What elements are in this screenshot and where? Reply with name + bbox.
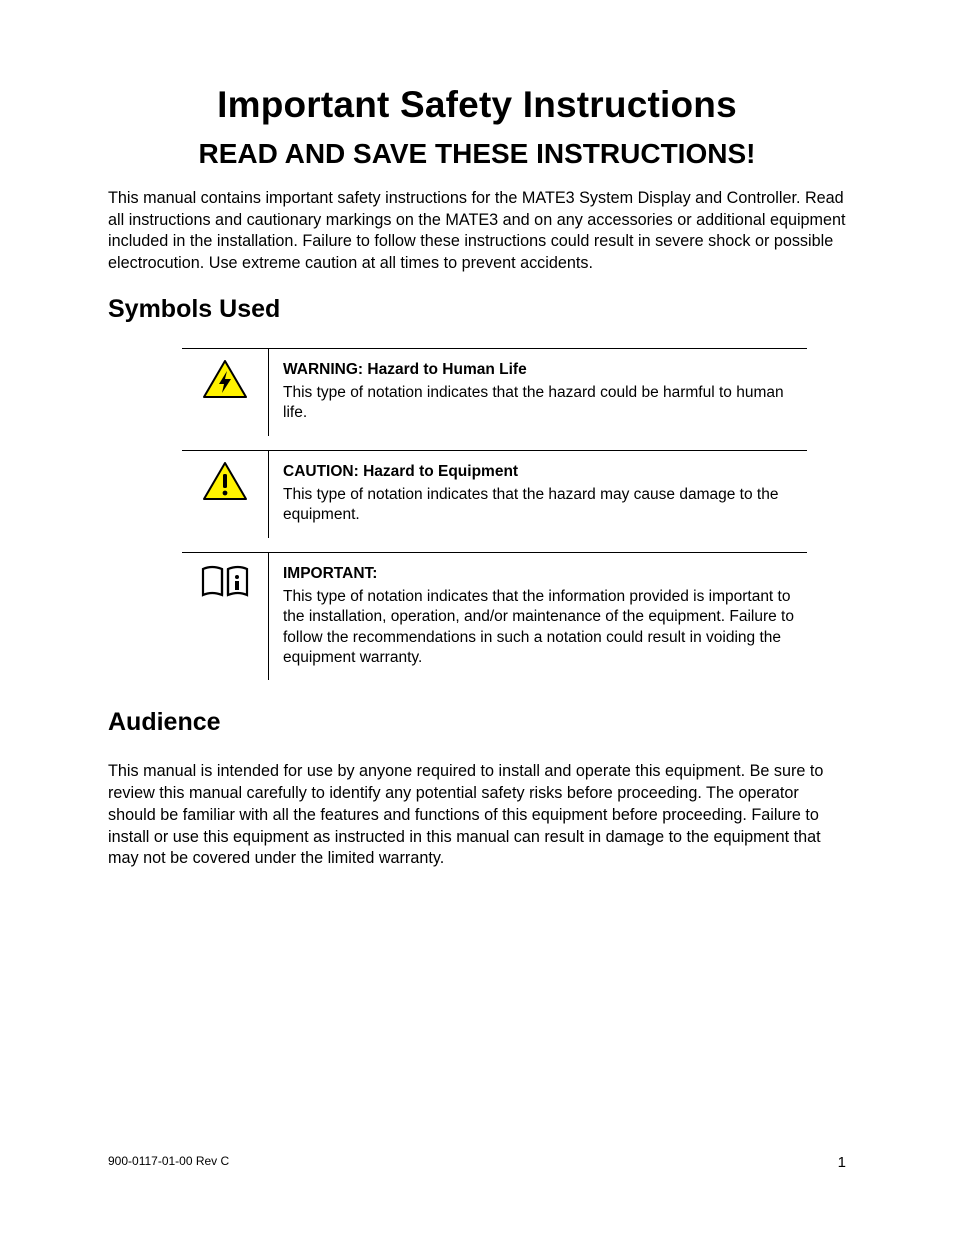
footer-doc-id: 900-0117-01-00 Rev C	[108, 1154, 229, 1171]
audience-paragraph: This manual is intended for use by anyon…	[108, 761, 846, 870]
caution-body: This type of notation indicates that the…	[283, 485, 801, 526]
warning-bolt-icon	[182, 349, 268, 436]
caution-text-cell: CAUTION: Hazard to Equipment This type o…	[268, 451, 807, 538]
caution-heading: CAUTION: Hazard to Equipment	[283, 463, 801, 481]
important-heading: IMPORTANT:	[283, 565, 801, 583]
warning-text-cell: WARNING: Hazard to Human Life This type …	[268, 349, 807, 436]
symbols-table: WARNING: Hazard to Human Life This type …	[182, 348, 807, 681]
warning-body: This type of notation indicates that the…	[283, 383, 801, 424]
symbol-row-caution: CAUTION: Hazard to Equipment This type o…	[182, 450, 807, 538]
page-subtitle: READ AND SAVE THESE INSTRUCTIONS!	[108, 138, 846, 170]
intro-paragraph: This manual contains important safety in…	[108, 188, 846, 275]
warning-heading: WARNING: Hazard to Human Life	[283, 361, 801, 379]
important-book-icon	[182, 553, 268, 681]
symbol-row-warning: WARNING: Hazard to Human Life This type …	[182, 348, 807, 436]
symbol-row-important: IMPORTANT: This type of notation indicat…	[182, 552, 807, 681]
footer-page-number: 1	[838, 1154, 846, 1171]
page-content: Important Safety Instructions READ AND S…	[0, 0, 954, 870]
important-body: This type of notation indicates that the…	[283, 587, 801, 669]
page-title: Important Safety Instructions	[108, 84, 846, 126]
important-text-cell: IMPORTANT: This type of notation indicat…	[268, 553, 807, 681]
caution-exclaim-icon	[182, 451, 268, 538]
audience-heading: Audience	[108, 708, 846, 737]
symbols-used-heading: Symbols Used	[108, 295, 846, 324]
page-footer: 900-0117-01-00 Rev C 1	[108, 1154, 846, 1171]
